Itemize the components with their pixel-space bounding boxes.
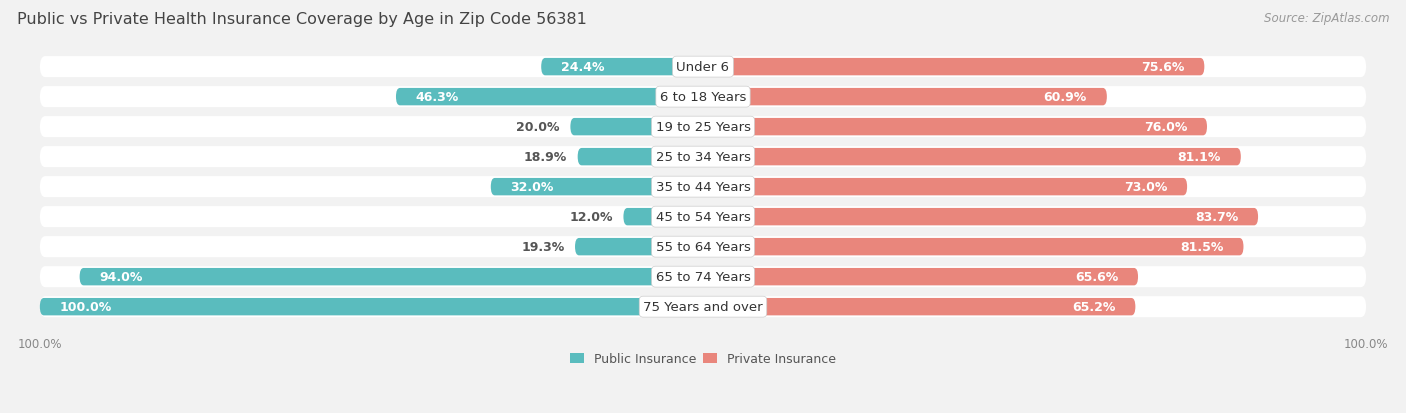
FancyBboxPatch shape <box>39 266 1367 287</box>
Text: Source: ZipAtlas.com: Source: ZipAtlas.com <box>1264 12 1389 25</box>
FancyBboxPatch shape <box>491 178 703 196</box>
Text: 12.0%: 12.0% <box>569 211 613 223</box>
FancyBboxPatch shape <box>39 147 1367 168</box>
FancyBboxPatch shape <box>703 298 1136 316</box>
FancyBboxPatch shape <box>575 238 703 256</box>
Text: 32.0%: 32.0% <box>510 181 554 194</box>
FancyBboxPatch shape <box>39 177 1367 198</box>
FancyBboxPatch shape <box>703 238 1243 256</box>
Text: 60.9%: 60.9% <box>1043 91 1087 104</box>
Text: 76.0%: 76.0% <box>1143 121 1187 134</box>
FancyBboxPatch shape <box>39 117 1367 138</box>
FancyBboxPatch shape <box>703 209 1258 226</box>
Text: 65.6%: 65.6% <box>1076 271 1118 283</box>
Text: 65.2%: 65.2% <box>1073 300 1115 313</box>
FancyBboxPatch shape <box>623 209 703 226</box>
Text: 65 to 74 Years: 65 to 74 Years <box>655 271 751 283</box>
FancyBboxPatch shape <box>703 268 1137 286</box>
FancyBboxPatch shape <box>39 87 1367 108</box>
FancyBboxPatch shape <box>571 119 703 136</box>
Text: 75.6%: 75.6% <box>1142 61 1184 74</box>
Text: 19.3%: 19.3% <box>522 241 564 254</box>
Text: 35 to 44 Years: 35 to 44 Years <box>655 181 751 194</box>
Text: 18.9%: 18.9% <box>524 151 567 164</box>
FancyBboxPatch shape <box>703 119 1206 136</box>
Text: 20.0%: 20.0% <box>516 121 560 134</box>
FancyBboxPatch shape <box>578 149 703 166</box>
FancyBboxPatch shape <box>39 237 1367 258</box>
Text: 6 to 18 Years: 6 to 18 Years <box>659 91 747 104</box>
FancyBboxPatch shape <box>80 268 703 286</box>
FancyBboxPatch shape <box>39 297 1367 318</box>
FancyBboxPatch shape <box>396 89 703 106</box>
Text: 19 to 25 Years: 19 to 25 Years <box>655 121 751 134</box>
Legend: Public Insurance, Private Insurance: Public Insurance, Private Insurance <box>565 347 841 370</box>
Text: 81.5%: 81.5% <box>1180 241 1223 254</box>
FancyBboxPatch shape <box>39 298 703 316</box>
Text: 73.0%: 73.0% <box>1123 181 1167 194</box>
Text: 24.4%: 24.4% <box>561 61 605 74</box>
FancyBboxPatch shape <box>39 206 1367 228</box>
Text: Public vs Private Health Insurance Coverage by Age in Zip Code 56381: Public vs Private Health Insurance Cover… <box>17 12 586 27</box>
Text: 94.0%: 94.0% <box>100 271 143 283</box>
Text: 45 to 54 Years: 45 to 54 Years <box>655 211 751 223</box>
Text: 81.1%: 81.1% <box>1178 151 1220 164</box>
Text: 100.0%: 100.0% <box>59 300 112 313</box>
FancyBboxPatch shape <box>39 57 1367 78</box>
Text: 75 Years and over: 75 Years and over <box>643 300 763 313</box>
Text: 25 to 34 Years: 25 to 34 Years <box>655 151 751 164</box>
Text: 83.7%: 83.7% <box>1195 211 1239 223</box>
FancyBboxPatch shape <box>703 178 1187 196</box>
FancyBboxPatch shape <box>541 59 703 76</box>
FancyBboxPatch shape <box>703 89 1107 106</box>
FancyBboxPatch shape <box>703 149 1241 166</box>
Text: 55 to 64 Years: 55 to 64 Years <box>655 241 751 254</box>
Text: 46.3%: 46.3% <box>416 91 460 104</box>
Text: Under 6: Under 6 <box>676 61 730 74</box>
FancyBboxPatch shape <box>703 59 1205 76</box>
